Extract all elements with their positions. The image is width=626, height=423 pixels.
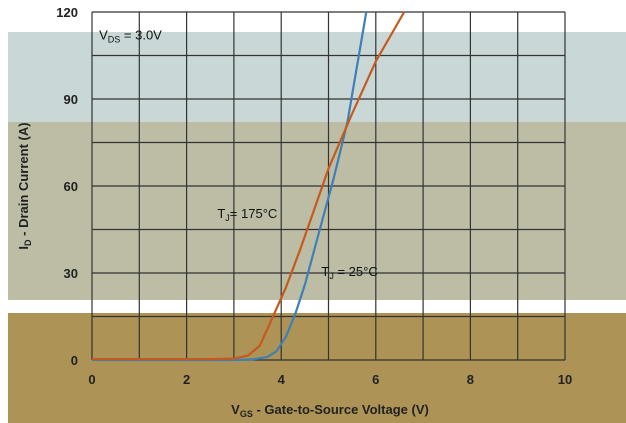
- x-tick-label: 6: [372, 372, 379, 387]
- y-tick-label: 90: [64, 92, 78, 107]
- annotation-label-0: VDS = 3.0V: [99, 28, 162, 45]
- x-tick-label: 0: [88, 372, 95, 387]
- background-band-top: [8, 32, 626, 122]
- y-tick-label: 0: [71, 353, 78, 368]
- x-tick-label: 4: [278, 372, 286, 387]
- x-tick-label: 2: [183, 372, 190, 387]
- x-tick-label: 10: [558, 372, 572, 387]
- y-tick-label: 120: [56, 5, 78, 20]
- y-axis-label: ID - Drain Current (A): [16, 122, 33, 249]
- y-tick-label: 60: [64, 179, 78, 194]
- y-tick-label: 30: [64, 266, 78, 281]
- x-axis-label: VGS - Gate-to-Source Voltage (V): [231, 402, 429, 419]
- x-tick-label: 8: [467, 372, 474, 387]
